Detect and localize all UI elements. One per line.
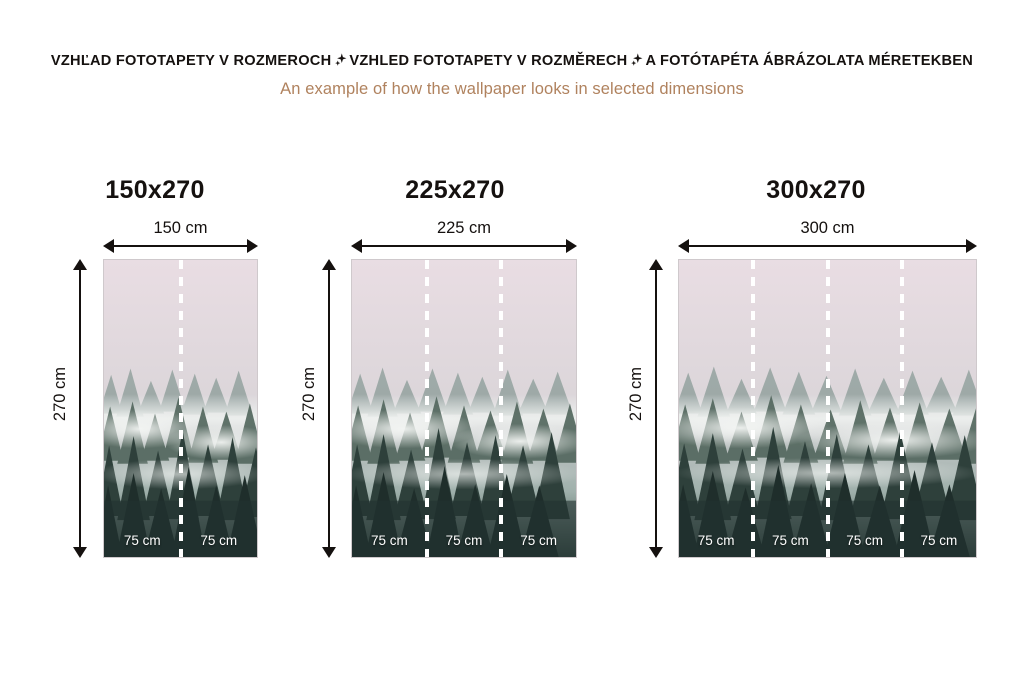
arrow-left-tip bbox=[678, 239, 689, 253]
arrow-bar bbox=[79, 266, 82, 551]
title-segment-sk: VZHĽAD FOTOTAPETY V ROZMEROCH bbox=[50, 53, 332, 69]
panel-size-title: 150x270 bbox=[105, 176, 205, 204]
panel-width-label: 300 cm bbox=[800, 219, 855, 237]
arrow-bottom-tip bbox=[322, 547, 336, 558]
panel-width-label: 150 cm bbox=[153, 219, 208, 237]
panel-width-label: 225 cm bbox=[436, 219, 492, 237]
arrow-bar bbox=[685, 245, 970, 248]
width-arrow bbox=[351, 239, 577, 253]
arrow-top-tip bbox=[322, 259, 336, 270]
wallpaper-preview-image: 75 cm 75 cm 75 cm 75 cm bbox=[678, 259, 977, 558]
arrow-bar bbox=[110, 245, 251, 248]
wallpaper-preview-image: 75 cm 75 cm bbox=[103, 259, 258, 558]
arrow-top-tip bbox=[73, 259, 87, 270]
panel-height-label: 270 cm bbox=[627, 367, 645, 422]
panel-seam bbox=[178, 260, 183, 557]
panel-height-label: 270 cm bbox=[51, 367, 69, 422]
sparkle-icon-2 bbox=[627, 51, 645, 69]
panel-size-title: 225x270 bbox=[405, 176, 505, 204]
title-segment-hu: A FOTÓTAPÉTA ÁBRÁZOLATA MÉRETEKBEN bbox=[645, 53, 974, 69]
forest-scene bbox=[352, 260, 576, 557]
height-arrow bbox=[649, 259, 663, 558]
panel-seam bbox=[424, 260, 429, 557]
strip-label: 75 cm bbox=[370, 533, 408, 548]
strip-label: 75 cm bbox=[445, 533, 483, 548]
title-segment-cz: VZHLED FOTOTAPETY V ROZMĚRECH bbox=[349, 53, 628, 69]
page-subtitle: An example of how the wallpaper looks in… bbox=[280, 80, 744, 98]
arrow-right-tip bbox=[966, 239, 977, 253]
sparkle-icon bbox=[331, 51, 349, 69]
panel-seam bbox=[751, 260, 756, 557]
arrow-right-tip bbox=[247, 239, 258, 253]
width-arrow bbox=[678, 239, 977, 253]
wallpaper-preview-image: 75 cm 75 cm 75 cm bbox=[351, 259, 577, 558]
arrow-left-tip bbox=[103, 239, 114, 253]
panel-size-title: 300x270 bbox=[766, 176, 866, 204]
panel-seam bbox=[499, 260, 504, 557]
arrow-bottom-tip bbox=[73, 547, 87, 558]
height-arrow bbox=[322, 259, 336, 558]
page-title: VZHĽAD FOTOTAPETY V ROZMEROCH VZHLED FOT… bbox=[0, 52, 1024, 70]
size-panel-150x270: 150x270 150 cm 270 cm bbox=[40, 0, 270, 680]
arrow-left-tip bbox=[351, 239, 362, 253]
size-panel-225x270: 225x270 225 cm 270 cm bbox=[300, 0, 600, 680]
strip-label: 75 cm bbox=[200, 533, 238, 548]
strip-label: 75 cm bbox=[123, 533, 161, 548]
arrow-bottom-tip bbox=[649, 547, 663, 558]
strip-label: 75 cm bbox=[520, 533, 558, 548]
panel-seam bbox=[825, 260, 830, 557]
width-arrow bbox=[103, 239, 258, 253]
strip-label: 75 cm bbox=[697, 533, 735, 548]
arrow-top-tip bbox=[649, 259, 663, 270]
height-arrow bbox=[73, 259, 87, 558]
size-panel-300x270: 300x270 300 cm 270 cm bbox=[627, 0, 996, 680]
panel-height-label: 270 cm bbox=[300, 367, 318, 422]
arrow-bar bbox=[328, 266, 331, 551]
arrow-right-tip bbox=[566, 239, 577, 253]
strip-label: 75 cm bbox=[846, 533, 883, 548]
strip-label: 75 cm bbox=[920, 533, 958, 548]
strip-label: 75 cm bbox=[771, 533, 809, 548]
arrow-bar bbox=[358, 245, 570, 248]
arrow-bar bbox=[655, 266, 658, 551]
panel-seam bbox=[899, 260, 904, 557]
